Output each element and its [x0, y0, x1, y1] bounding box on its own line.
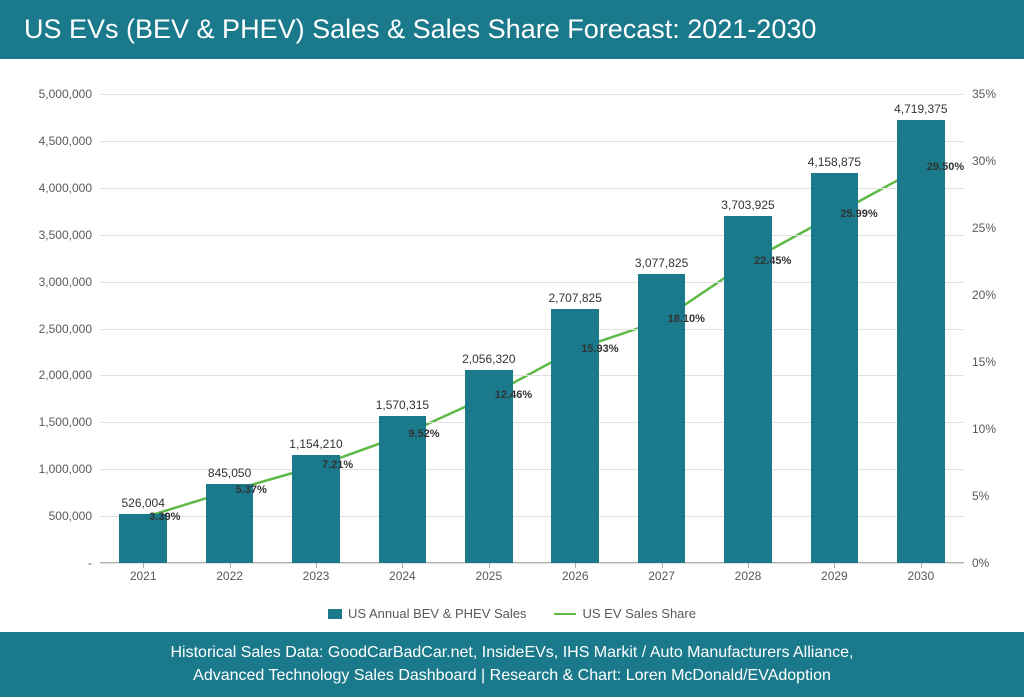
x-tick-label: 2030	[907, 563, 934, 583]
y-right-tick-label: 35%	[964, 87, 996, 101]
bar-value-label: 3,703,925	[721, 198, 774, 212]
line-value-label: 29.50%	[927, 161, 964, 173]
bar-value-label: 1,154,210	[289, 437, 342, 451]
line-value-label: 15.93%	[581, 343, 618, 355]
bar-value-label: 3,077,825	[635, 256, 688, 270]
legend-line-label: US EV Sales Share	[583, 606, 696, 621]
x-tick-label: 2025	[475, 563, 502, 583]
gridline	[100, 141, 964, 142]
bar-value-label: 1,570,315	[376, 398, 429, 412]
y-right-tick-label: 25%	[964, 221, 996, 235]
x-tick-label: 2027	[648, 563, 675, 583]
y-left-tick-label: -	[88, 556, 100, 570]
line-value-label: 7.21%	[322, 459, 353, 471]
x-tick-label: 2021	[130, 563, 157, 583]
line-series	[143, 168, 921, 518]
bar-value-label: 4,719,375	[894, 102, 947, 116]
line-value-label: 9.52%	[408, 428, 439, 440]
legend: US Annual BEV & PHEV Sales US EV Sales S…	[328, 606, 696, 621]
line-value-label: 18.10%	[668, 313, 705, 325]
line-value-label: 25.99%	[840, 208, 877, 220]
chart-title-bar: US EVs (BEV & PHEV) Sales & Sales Share …	[0, 0, 1024, 59]
bar	[724, 216, 772, 563]
y-left-tick-label: 4,000,000	[39, 181, 100, 195]
y-right-tick-label: 15%	[964, 355, 996, 369]
y-right-tick-label: 0%	[964, 556, 989, 570]
x-tick-label: 2024	[389, 563, 416, 583]
legend-swatch-line	[555, 613, 577, 615]
y-left-tick-label: 1,500,000	[39, 415, 100, 429]
bar-value-label: 2,707,825	[548, 291, 601, 305]
bar	[897, 120, 945, 563]
bar-value-label: 4,158,875	[808, 155, 861, 169]
bar-value-label: 845,050	[208, 466, 251, 480]
y-right-tick-label: 5%	[964, 489, 989, 503]
plot-region: -500,0001,000,0001,500,0002,000,0002,500…	[100, 94, 964, 563]
x-tick-label: 2022	[216, 563, 243, 583]
legend-swatch-bar	[328, 609, 342, 619]
legend-item-line: US EV Sales Share	[555, 606, 696, 621]
y-right-tick-label: 30%	[964, 154, 996, 168]
chart-footer-bar: Historical Sales Data: GoodCarBadCar.net…	[0, 632, 1024, 697]
legend-item-bars: US Annual BEV & PHEV Sales	[328, 606, 526, 621]
bar-value-label: 2,056,320	[462, 352, 515, 366]
x-tick-label: 2023	[303, 563, 330, 583]
legend-bar-label: US Annual BEV & PHEV Sales	[348, 606, 526, 621]
line-value-label: 22.45%	[754, 255, 791, 267]
chart-area: - 500,000 1,000,000 1,500,000 2,000,000 2,500…	[0, 64, 1024, 633]
line-value-label: 12.46%	[495, 389, 532, 401]
chart-title: US EVs (BEV & PHEV) Sales & Sales Share …	[24, 14, 816, 44]
line-value-label: 5.37%	[236, 484, 267, 496]
y-left-tick-label: 2,000,000	[39, 368, 100, 382]
y-left-tick-label: 3,500,000	[39, 228, 100, 242]
y-left-tick-label: 4,500,000	[39, 134, 100, 148]
y-right-tick-label: 20%	[964, 288, 996, 302]
footer-line-2: Advanced Technology Sales Dashboard | Re…	[24, 665, 1000, 687]
bar-value-label: 526,004	[121, 496, 164, 510]
bar	[811, 173, 859, 563]
x-tick-label: 2026	[562, 563, 589, 583]
y-left-tick-label: 2,500,000	[39, 322, 100, 336]
y-left-tick-label: 5,000,000	[39, 87, 100, 101]
x-tick-label: 2029	[821, 563, 848, 583]
y-right-tick-label: 10%	[964, 422, 996, 436]
x-tick-label: 2028	[735, 563, 762, 583]
footer-line-1: Historical Sales Data: GoodCarBadCar.net…	[24, 642, 1000, 664]
y-left-tick-label: 3,000,000	[39, 275, 100, 289]
line-value-label: 3.39%	[149, 511, 180, 523]
y-left-tick-label: 1,000,000	[39, 462, 100, 476]
y-left-tick-label: 500,000	[49, 509, 100, 523]
gridline	[100, 94, 964, 95]
